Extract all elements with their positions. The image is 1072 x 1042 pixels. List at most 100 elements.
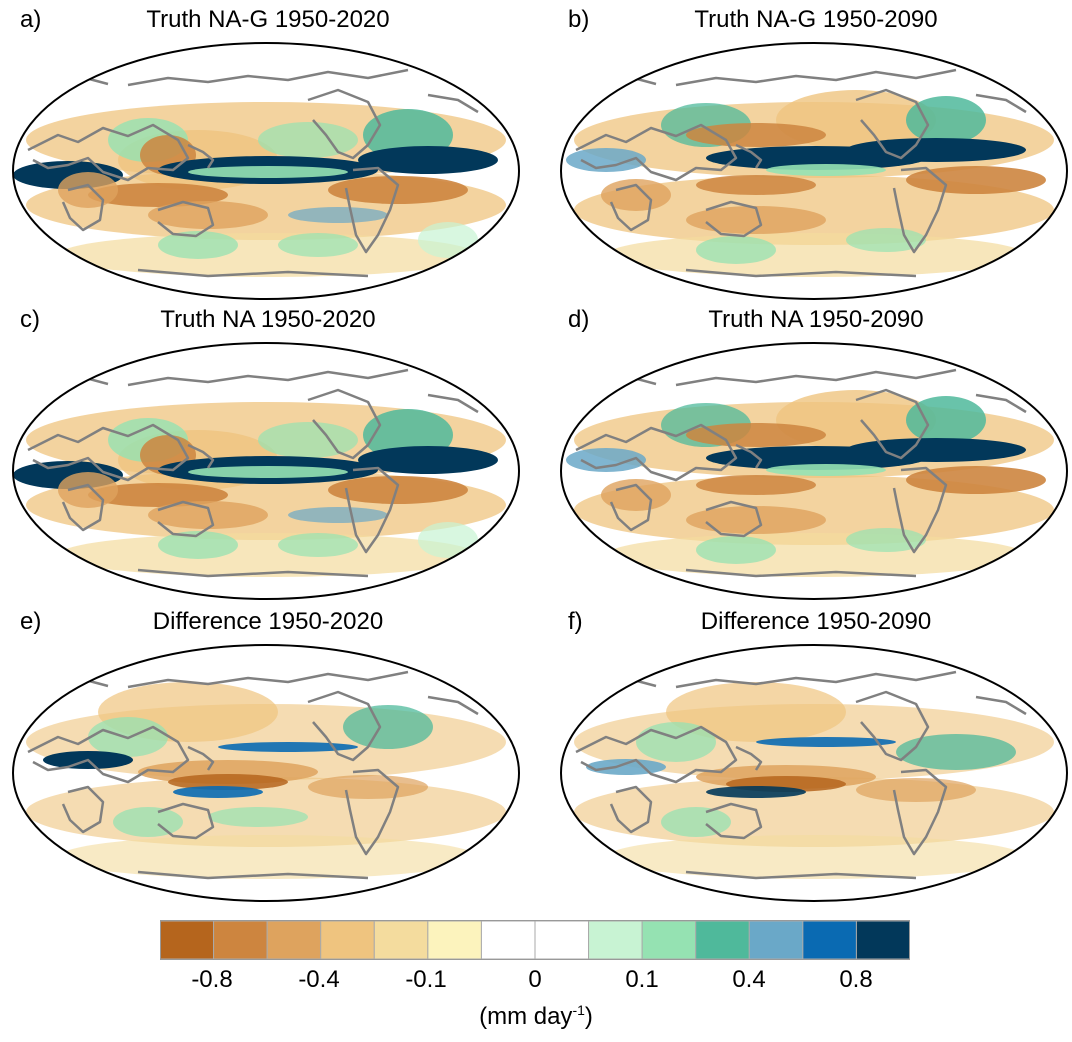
panel-label: d) [568, 306, 590, 333]
panel-a: a) Truth NA-G 1950-2020 [0, 0, 536, 300]
anomaly-region [906, 166, 1046, 194]
coastline [137, 268, 369, 278]
coastline [855, 388, 930, 460]
anomaly-region [58, 172, 118, 208]
anomaly-region [58, 472, 118, 508]
anomaly-region [756, 737, 896, 747]
units-sup: -1 [572, 1002, 585, 1018]
panel-title: Difference 1950-2090 [700, 608, 932, 635]
colorbar [160, 920, 910, 960]
anomaly-region [113, 807, 183, 837]
panel-label: c) [20, 306, 40, 333]
coastline [27, 423, 190, 482]
anomaly-region [566, 448, 646, 472]
map-outline [560, 644, 1068, 902]
colorbar-segment [534, 920, 590, 960]
coastline [855, 690, 930, 762]
coastline [609, 183, 653, 232]
coastline [27, 725, 190, 784]
map [12, 42, 520, 300]
coastline [609, 785, 653, 834]
coastline [575, 725, 738, 784]
coastline [157, 500, 215, 538]
anomaly-region [188, 466, 348, 478]
anomaly-region [846, 228, 926, 252]
anomaly-region [258, 122, 358, 158]
coastline [609, 483, 653, 532]
map-outline [12, 644, 520, 902]
map [560, 42, 1068, 300]
anomaly-region [766, 164, 886, 176]
anomaly-region [308, 775, 428, 799]
anomaly-region [896, 734, 1016, 770]
panel-c: c) Truth NA 1950-2020 [0, 300, 536, 600]
coastline [675, 368, 957, 387]
anomaly-region [846, 138, 1026, 162]
coastline [705, 500, 763, 538]
anomaly-region [846, 438, 1026, 462]
coastline [575, 123, 738, 182]
panel-title: Difference 1950-2020 [152, 608, 384, 635]
coastline [685, 870, 917, 880]
colorbar-segment [160, 920, 215, 960]
anomaly-region [358, 146, 498, 174]
anomaly-region [686, 506, 826, 534]
coastline [427, 93, 479, 114]
map [560, 644, 1068, 902]
anomaly-region [606, 233, 1026, 277]
map [560, 342, 1068, 600]
coastline [27, 123, 190, 182]
colorbar-segment [427, 920, 482, 960]
colorbar-segment [748, 920, 804, 960]
map-outline [12, 42, 520, 300]
colorbar-segment [695, 920, 750, 960]
colorbar-tick-label: -0.1 [405, 966, 447, 993]
anomaly-region [696, 236, 776, 264]
coastline [427, 393, 479, 414]
coastline [735, 143, 763, 169]
colorbar-segment [320, 920, 375, 960]
panel-d: d) Truth NA 1950-2090 [548, 300, 1072, 600]
anomaly-region [696, 175, 816, 195]
coastline [187, 143, 215, 169]
anomaly-region [88, 483, 228, 507]
anomaly-region [846, 528, 926, 552]
anomaly-region [58, 533, 478, 577]
anomaly-region [208, 807, 308, 827]
coastline [61, 483, 105, 532]
anomaly-region [168, 774, 288, 790]
coastline [127, 68, 409, 87]
colorbar-tick-label: 0.1 [625, 966, 659, 993]
coastline [187, 745, 215, 771]
coastline [157, 802, 215, 840]
coastline [735, 443, 763, 469]
colorbar-segment [373, 920, 429, 960]
coastline [344, 466, 400, 554]
anomaly-region [586, 759, 666, 775]
panel-e: e) Difference 1950-2020 [0, 602, 536, 902]
panel-label: e) [20, 608, 42, 635]
map-outline [560, 342, 1068, 600]
anomaly-region [606, 533, 1026, 577]
anomaly-region [173, 786, 263, 798]
anomaly-region [686, 206, 826, 234]
coastline [137, 568, 369, 578]
coastline [61, 785, 105, 834]
coastline [892, 166, 948, 254]
panel-b: b) Truth NA-G 1950-2090 [548, 0, 1072, 300]
colorbar-segment [855, 920, 910, 960]
coastline [127, 368, 409, 387]
coastline [975, 695, 1027, 716]
panel-label: b) [568, 6, 590, 33]
coastline [307, 88, 382, 160]
colorbar-tick-label: -0.4 [298, 966, 340, 993]
anomaly-region [278, 533, 358, 557]
anomaly-region [606, 835, 1026, 879]
colorbar-tick-label: 0.8 [839, 966, 873, 993]
coastline [735, 745, 763, 771]
coastline [157, 200, 215, 238]
anomaly-region [566, 148, 646, 172]
colorbar-units: (mm day-1) [0, 1002, 1072, 1031]
coastline [127, 670, 409, 689]
anomaly-region [601, 179, 671, 211]
